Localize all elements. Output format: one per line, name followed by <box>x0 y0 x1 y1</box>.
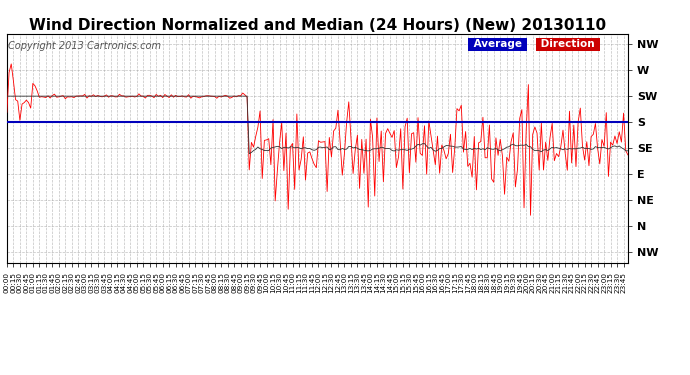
Text: Copyright 2013 Cartronics.com: Copyright 2013 Cartronics.com <box>8 40 161 51</box>
Text: Average: Average <box>469 39 525 50</box>
Text: Direction: Direction <box>538 39 598 50</box>
Title: Wind Direction Normalized and Median (24 Hours) (New) 20130110: Wind Direction Normalized and Median (24… <box>29 18 606 33</box>
